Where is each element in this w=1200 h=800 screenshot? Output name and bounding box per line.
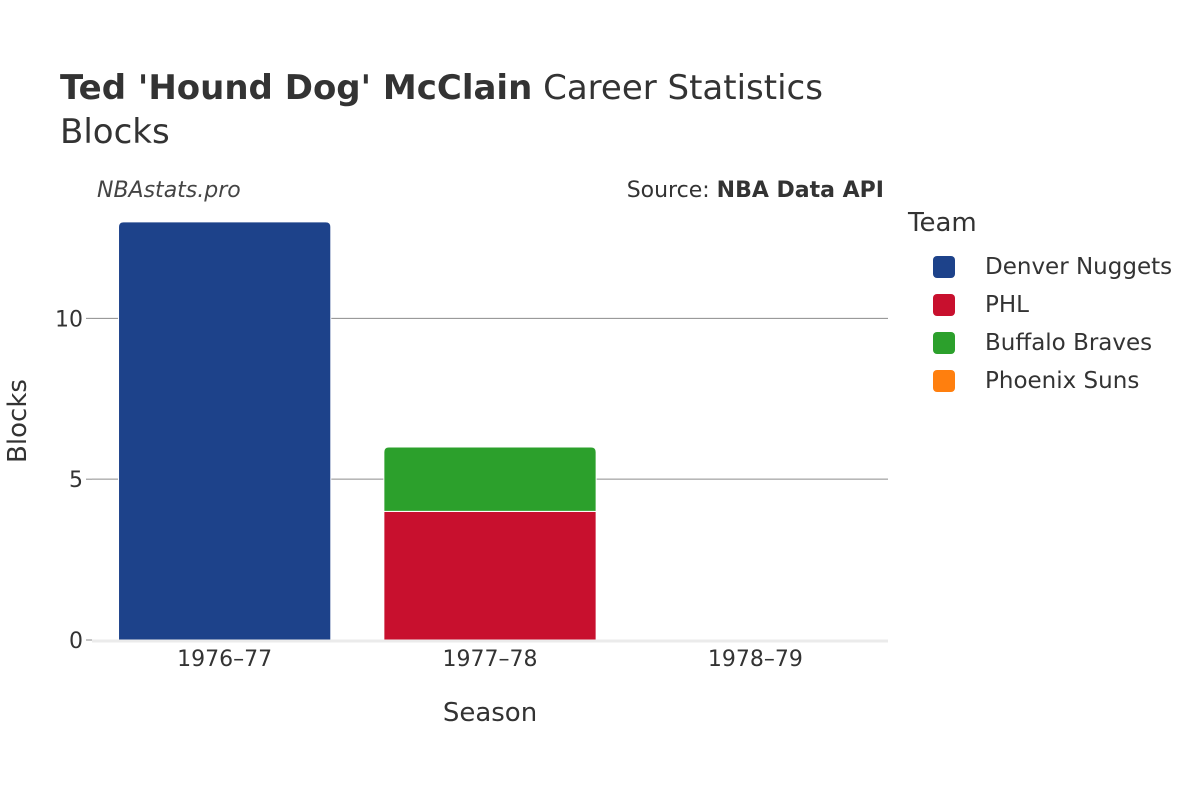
title-line-1: Ted 'Hound Dog' McClain Career Statistic… [60, 66, 823, 110]
legend-items: Denver Nuggets PHL Buffalo Braves Phoenix S… [908, 248, 1172, 400]
legend-item[interactable]: Buffalo Braves [908, 324, 1172, 362]
x-tick-label: 1978–79 [708, 647, 803, 672]
source-name: NBA Data API [716, 178, 884, 203]
legend-item[interactable]: Phoenix Suns [908, 362, 1172, 400]
x-tick-label: 1976–77 [177, 647, 272, 672]
legend-swatch [933, 370, 955, 392]
legend-item[interactable]: PHL [908, 286, 1172, 324]
bar-segment [383, 510, 597, 641]
legend-swatch [933, 332, 955, 354]
x-tick-label: 1977–78 [443, 647, 538, 672]
stat-name: Blocks [60, 112, 170, 152]
title-suffix: Career Statistics [532, 68, 823, 108]
source-credit: Source: NBA Data API [627, 178, 884, 203]
source-prefix: Source: [626, 178, 717, 203]
legend-swatch [933, 256, 955, 278]
legend-label: Buffalo Braves [985, 330, 1153, 356]
bar-segment [383, 446, 597, 512]
legend-label: Denver Nuggets [985, 254, 1173, 280]
y-axis-title: Blocks [3, 379, 33, 463]
legend: Team Denver Nuggets PHL Buffalo Braves Phoe… [908, 208, 1172, 400]
y-tick-label: 5 [69, 468, 83, 493]
legend-swatch [933, 294, 955, 316]
legend-item[interactable]: Denver Nuggets [908, 248, 1172, 286]
legend-label: PHL [985, 292, 1029, 318]
player-name: Ted 'Hound Dog' McClain [60, 68, 533, 108]
y-tick-label: 10 [55, 307, 83, 332]
y-tick-label: 0 [69, 629, 83, 654]
legend-title: Team [908, 208, 977, 238]
watermark: NBAstats.pro [97, 178, 241, 203]
x-axis-title: Season [443, 698, 537, 728]
chart-title: Ted 'Hound Dog' McClain Career Statistic… [60, 66, 823, 154]
legend-label: Phoenix Suns [985, 368, 1140, 394]
bar-segment [118, 221, 332, 641]
